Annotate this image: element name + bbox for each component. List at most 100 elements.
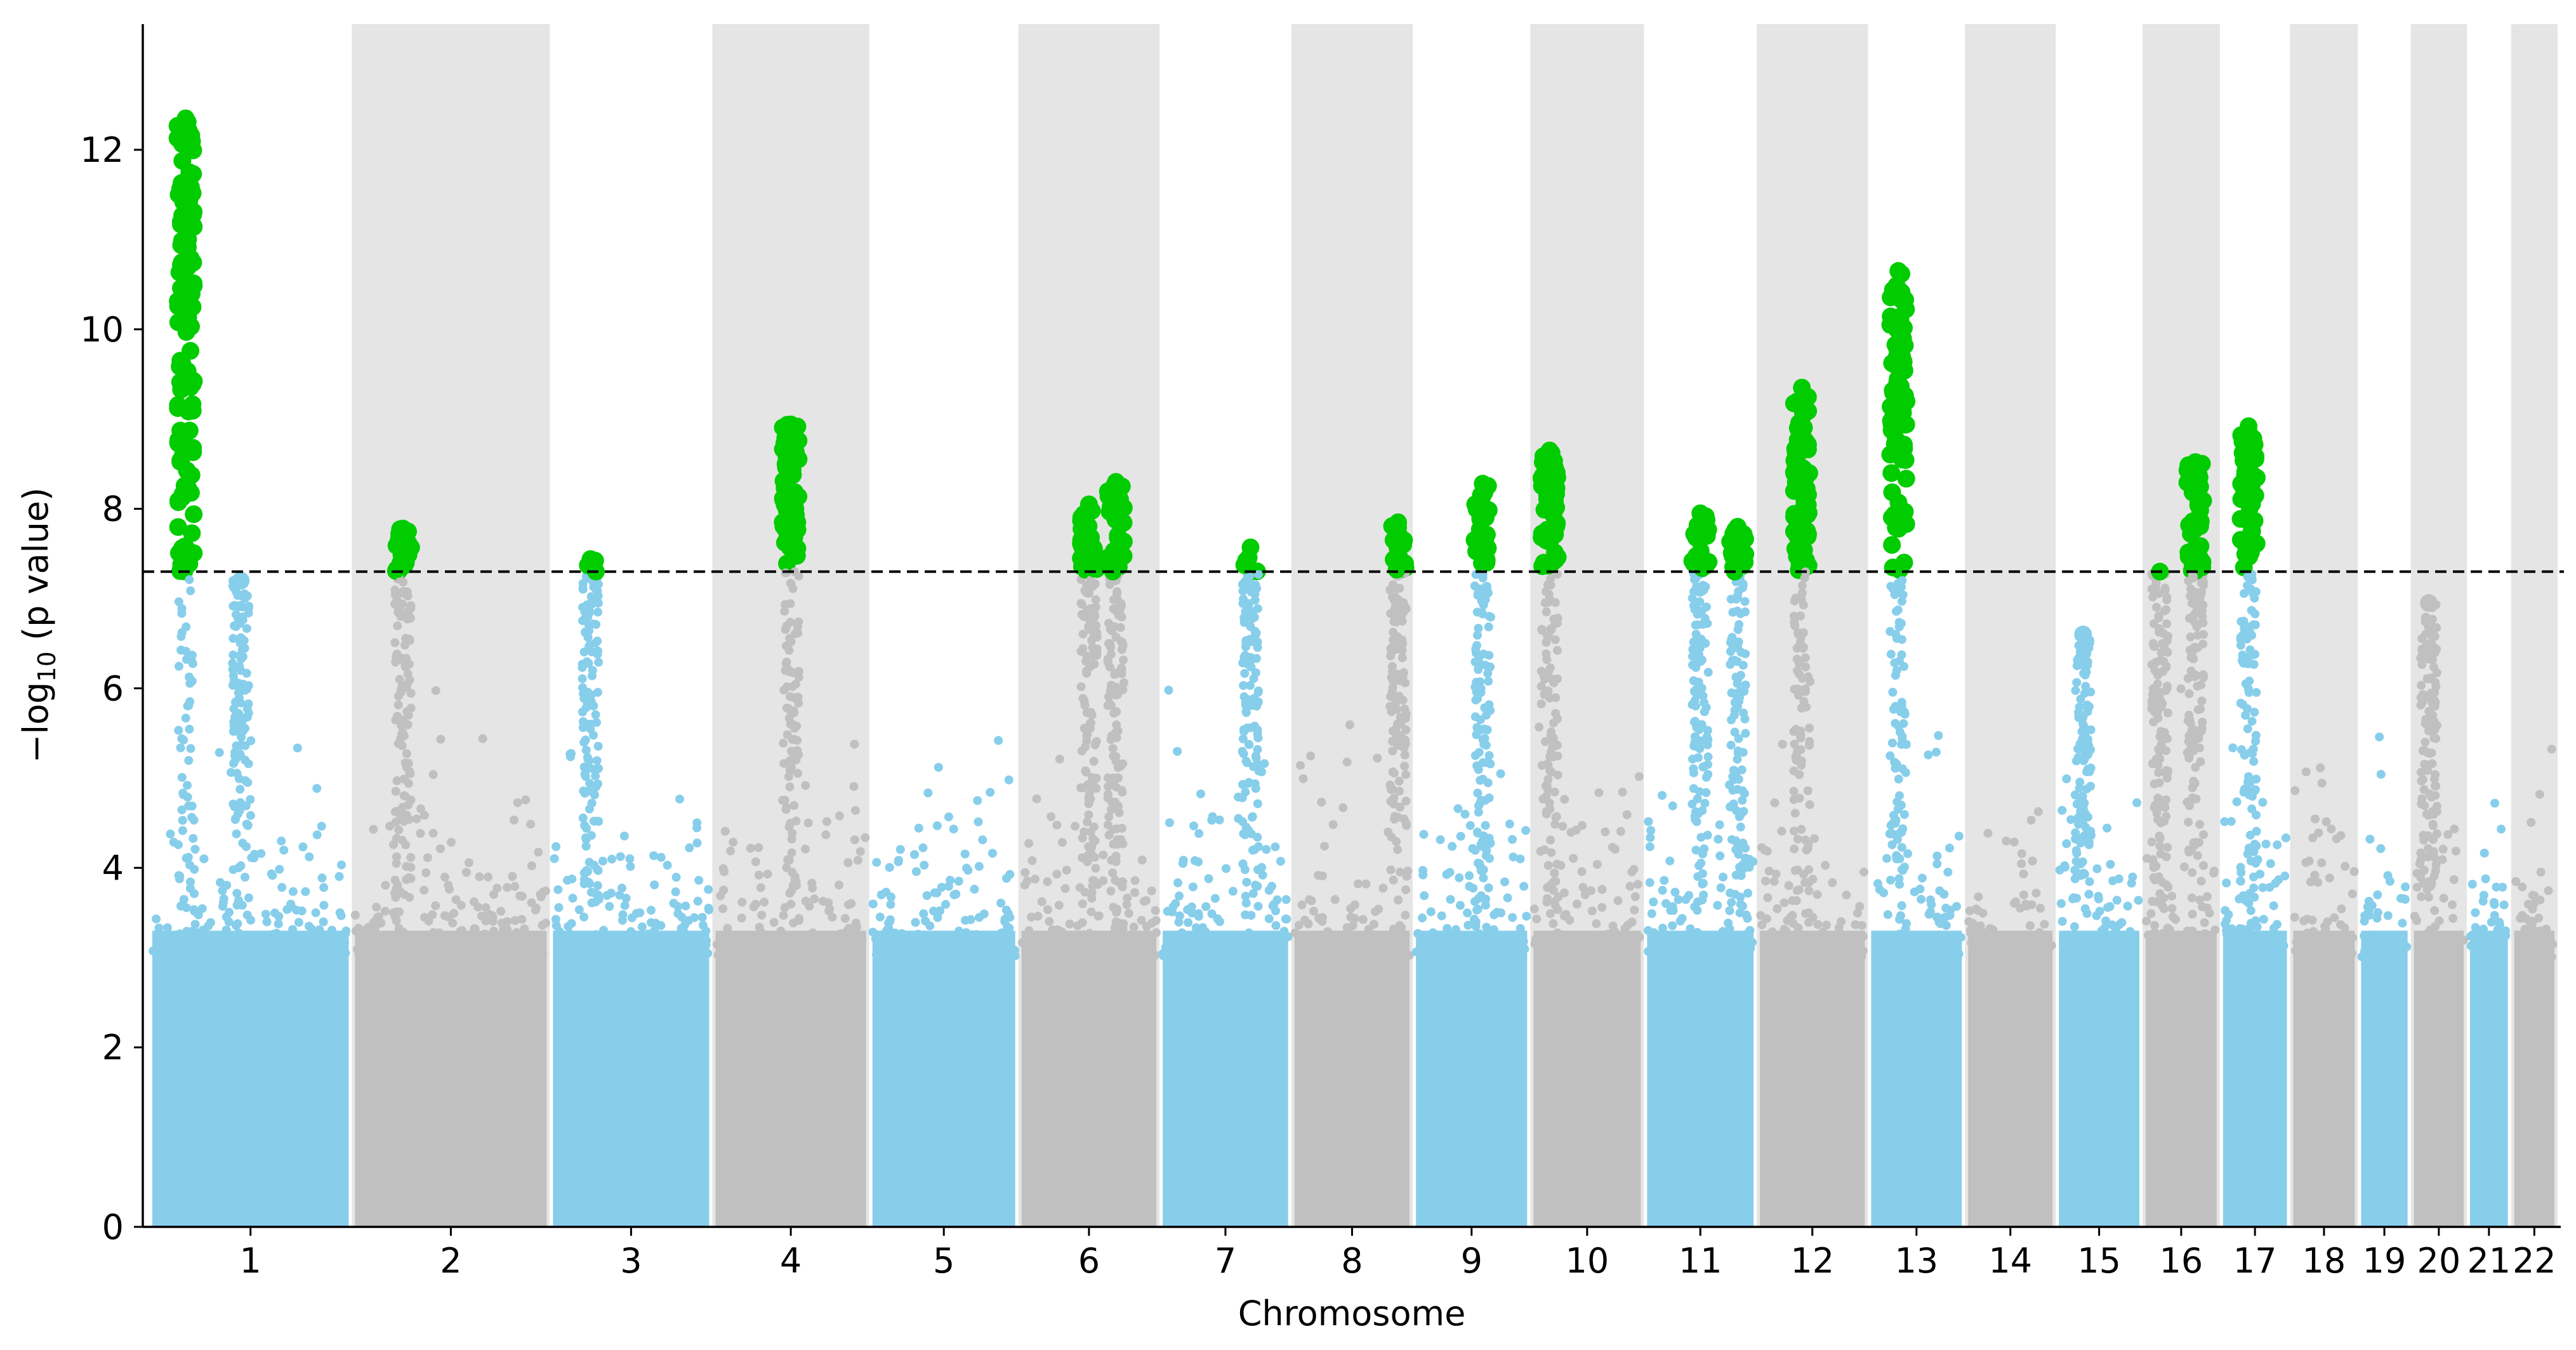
snp-point: [1897, 701, 1906, 711]
snp-point: [2497, 824, 2506, 834]
snp-point: [1789, 766, 1799, 776]
snp-point: [1770, 798, 1780, 807]
snp-point: [918, 843, 928, 852]
snp-point: [1592, 919, 1601, 929]
snp-point: [512, 928, 521, 937]
snp-point: [241, 755, 250, 765]
snp-point: [1118, 685, 1128, 694]
snp-point: [1057, 838, 1067, 847]
snp-point: [2480, 849, 2489, 858]
snp-point: [785, 782, 795, 791]
snp-point: [1188, 882, 1198, 892]
snp-point: [174, 597, 183, 607]
snp-point: [1240, 669, 1250, 678]
significant-snp-point: [179, 308, 197, 327]
snp-point: [1698, 691, 1708, 701]
snp-point: [745, 942, 755, 951]
snp-point: [1561, 910, 1571, 919]
snp-point: [2155, 842, 2165, 851]
snp-point: [2249, 757, 2259, 766]
snp-point: [1790, 809, 1800, 818]
snp-point: [2236, 640, 2245, 650]
snp-point: [851, 918, 861, 928]
snp-point: [1129, 922, 1139, 932]
snp-point: [783, 855, 793, 864]
snp-point: [2184, 817, 2193, 827]
snp-point: [228, 727, 238, 736]
snp-point: [406, 769, 415, 779]
snp-point: [593, 637, 602, 646]
snp-density-block: [1416, 930, 1528, 1227]
snp-point: [1725, 780, 1734, 790]
snp-point: [2150, 708, 2160, 717]
snp-point: [1550, 868, 1559, 878]
snp-point: [1010, 951, 1020, 961]
snp-point: [1855, 902, 1865, 911]
snp-point: [1543, 667, 1553, 677]
snp-point: [460, 935, 470, 944]
snp-point: [1119, 678, 1128, 687]
snp-point: [1252, 654, 1261, 663]
snp-point: [1204, 874, 1213, 883]
snp-point: [1276, 856, 1285, 866]
snp-point: [1537, 760, 1547, 770]
snp-point: [1670, 887, 1680, 897]
snp-point: [1238, 780, 1248, 790]
snp-point: [1892, 666, 1901, 675]
snp-point: [2529, 944, 2539, 953]
snp-point: [1104, 639, 1113, 648]
snp-point: [1388, 726, 1397, 736]
snp-point: [1111, 757, 1121, 766]
snp-point: [1552, 859, 1562, 869]
snp-point: [1401, 725, 1411, 734]
snp-point: [1387, 672, 1397, 681]
snp-point: [1887, 840, 1897, 849]
snp-point: [2237, 933, 2247, 943]
snp-point: [1113, 904, 1122, 914]
snp-point: [317, 821, 326, 831]
snp-point: [590, 790, 599, 800]
snp-point: [1248, 614, 1257, 623]
peak-top-snp: [581, 550, 600, 568]
snp-point: [1250, 722, 1259, 731]
snp-point: [218, 901, 227, 911]
snp-point: [1691, 637, 1701, 646]
snp-point: [1483, 669, 1493, 678]
snp-point: [2313, 878, 2323, 887]
snp-point: [2432, 623, 2441, 632]
snp-point: [1994, 951, 2004, 960]
snp-point: [2448, 900, 2457, 910]
snp-point: [2492, 929, 2501, 939]
snp-point: [1733, 784, 1742, 794]
snp-point: [444, 880, 453, 890]
snp-point: [910, 850, 920, 859]
significant-snp-point: [1799, 440, 1817, 459]
snp-point: [406, 689, 416, 698]
snp-point: [1544, 579, 1554, 588]
snp-point: [786, 579, 795, 588]
snp-point: [583, 612, 593, 622]
snp-point: [1090, 659, 1099, 669]
x-tick-label: 4: [780, 1241, 802, 1281]
snp-point: [2192, 622, 2202, 632]
snp-point: [1171, 899, 1180, 908]
snp-point: [2479, 932, 2488, 942]
snp-point: [1657, 791, 1667, 800]
snp-point: [503, 917, 512, 927]
significant-snp-point: [2180, 516, 2198, 534]
snp-point: [1544, 632, 1554, 641]
snp-point: [2195, 819, 2205, 829]
snp-point: [1300, 915, 1310, 925]
snp-point: [1906, 951, 1915, 961]
snp-point: [2243, 724, 2252, 734]
snp-point: [844, 923, 854, 933]
snp-point: [1054, 901, 1064, 910]
snp-point: [1536, 699, 1546, 708]
snp-point: [580, 821, 590, 830]
snp-point: [2084, 889, 2094, 899]
snp-point: [1083, 780, 1093, 790]
snp-point: [428, 928, 438, 937]
snp-point: [2416, 855, 2426, 864]
snp-point: [796, 946, 806, 956]
snp-point: [1394, 786, 1404, 796]
